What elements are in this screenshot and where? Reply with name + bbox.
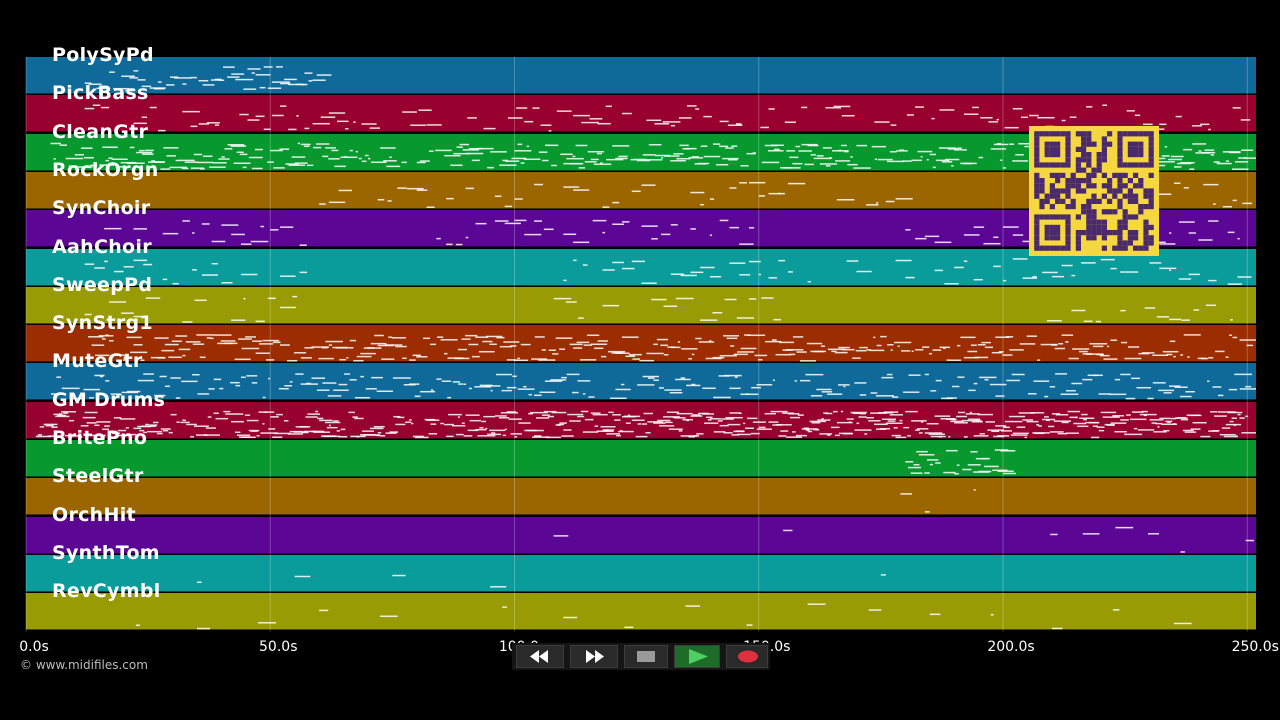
track-band — [26, 478, 1256, 516]
qr-code-icon — [1029, 126, 1159, 256]
track-band — [26, 554, 1256, 592]
play-icon — [689, 649, 708, 664]
track-label: RevCymbl — [52, 580, 161, 603]
track-label: SteelGtr — [52, 465, 144, 488]
record-button[interactable] — [726, 645, 768, 668]
track-label: PolySyPd — [52, 44, 154, 66]
track-band — [26, 363, 1256, 401]
record-icon — [738, 650, 758, 663]
track-label: SynStrg1 — [52, 312, 153, 335]
track-label: PickBass — [52, 82, 149, 105]
track-label: MuteGtr — [52, 350, 143, 373]
track-label: BritePno — [52, 427, 148, 449]
play-button[interactable] — [674, 645, 720, 668]
track-band — [26, 401, 1256, 439]
track-band — [26, 95, 1256, 133]
track-label: AahChoir — [52, 235, 152, 258]
track-band — [26, 440, 1256, 477]
track-label: GM Drums — [52, 388, 166, 411]
stop-button[interactable] — [624, 645, 668, 668]
track-band — [26, 325, 1256, 363]
rewind-button[interactable] — [516, 645, 564, 668]
transport-controls — [512, 643, 770, 670]
track-band — [26, 57, 1256, 94]
track-band — [26, 286, 1256, 324]
track-band — [26, 593, 1256, 631]
track-label: SweepPd — [52, 273, 153, 296]
fast-forward-button[interactable] — [570, 645, 618, 668]
track-band — [26, 516, 1256, 554]
copyright-text: © www.midifiles.com — [20, 658, 148, 672]
rewind-icon — [530, 650, 548, 663]
track-label: CleanGtr — [52, 120, 149, 143]
track-label: RockOrgn — [52, 158, 159, 181]
track-label: SynChoir — [52, 197, 151, 220]
stop-icon — [637, 651, 655, 662]
fast-forward-icon — [586, 650, 604, 663]
track-label: OrchHit — [52, 503, 136, 526]
track-label: SynthTom — [52, 541, 160, 564]
